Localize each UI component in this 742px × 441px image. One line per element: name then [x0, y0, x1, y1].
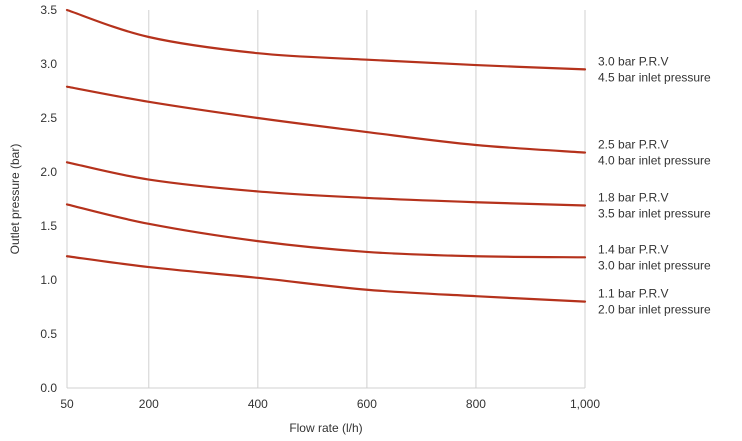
series-labels: 3.0 bar P.R.V 4.5 bar inlet pressure 2.5 b… — [598, 54, 711, 316]
series-line — [65, 203, 587, 259]
y-tick-label: 2.5 — [40, 111, 57, 125]
x-tick-label: 200 — [139, 397, 159, 411]
series-line — [65, 85, 587, 154]
x-tick-label: 600 — [357, 397, 377, 411]
series-label-inlet: 2.0 bar inlet pressure — [598, 303, 711, 317]
y-tick-label: 1.0 — [40, 273, 57, 287]
series-label-prv: 1.8 bar P.R.V — [598, 190, 669, 204]
series-lines — [65, 8, 587, 303]
x-tick-label: 50 — [60, 397, 74, 411]
series-label-prv: 2.5 bar P.R.V — [598, 138, 669, 152]
x-tick-label: 400 — [248, 397, 268, 411]
x-tick-label: 800 — [466, 397, 486, 411]
y-tick-label: 3.0 — [40, 57, 57, 71]
series-label-inlet: 3.5 bar inlet pressure — [598, 206, 711, 220]
series-line — [65, 255, 587, 303]
series-line — [65, 8, 587, 71]
series-line — [65, 161, 587, 207]
y-tick-label: 1.5 — [40, 219, 57, 233]
series-label-inlet: 3.0 bar inlet pressure — [598, 258, 711, 272]
y-tick-label: 0.0 — [40, 381, 57, 395]
x-tick-labels: 50 200 400 600 800 1,000 — [60, 397, 600, 411]
series-label-prv: 3.0 bar P.R.V — [598, 54, 669, 68]
y-tick-label: 2.0 — [40, 165, 57, 179]
series-label-prv: 1.1 bar P.R.V — [598, 287, 669, 301]
x-tick-label: 1,000 — [570, 397, 600, 411]
y-tick-labels: 0.0 0.5 1.0 1.5 2.0 2.5 3.0 3.5 — [40, 3, 57, 395]
series-label-prv: 1.4 bar P.R.V — [598, 242, 669, 256]
x-axis-title: Flow rate (l/h) — [289, 421, 362, 435]
series-label-inlet: 4.5 bar inlet pressure — [598, 70, 711, 84]
series-label-inlet: 4.0 bar inlet pressure — [598, 154, 711, 168]
y-axis-title: Outlet pressure (bar) — [8, 144, 22, 255]
axes — [66, 10, 585, 389]
y-tick-label: 0.5 — [40, 327, 57, 341]
y-tick-label: 3.5 — [40, 3, 57, 17]
